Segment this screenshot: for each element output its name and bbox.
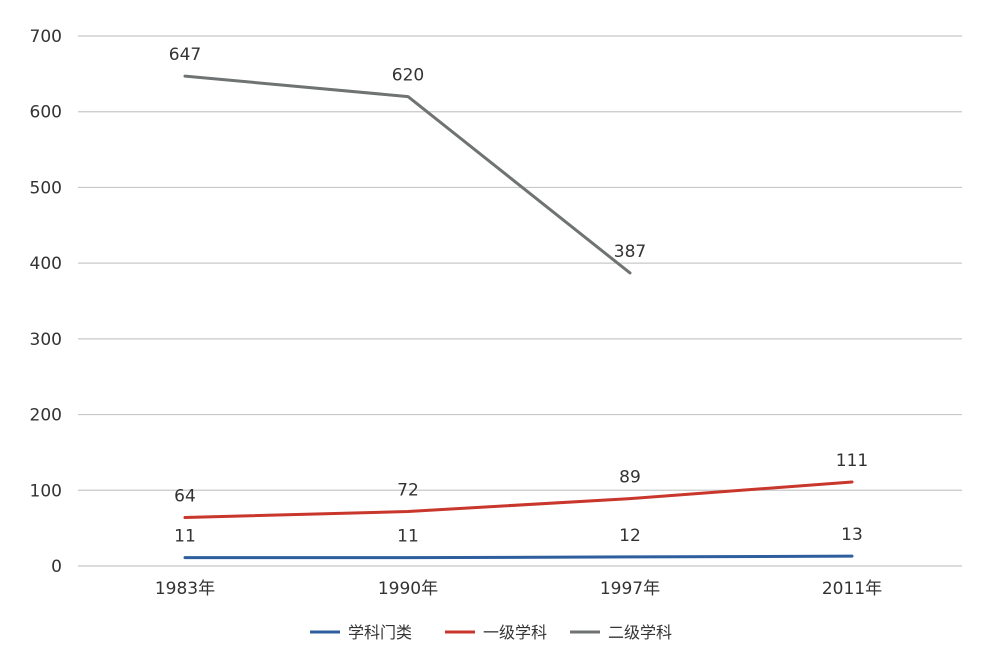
y-tick-label: 300	[30, 330, 62, 350]
series-lines	[183, 74, 854, 560]
series-line-2	[183, 74, 632, 275]
data-label: 12	[619, 526, 641, 546]
y-axis: 0 100 200 300 400 500 600 700	[30, 27, 62, 577]
data-label: 620	[392, 66, 424, 86]
x-tick-label: 1983年	[155, 579, 215, 599]
data-label: 89	[619, 468, 641, 488]
data-label: 13	[841, 525, 863, 545]
y-tick-label: 400	[30, 254, 62, 274]
legend-label: 二级学科	[608, 623, 672, 642]
data-labels: 11 11 12 13 64 72 89 111 647 620 387	[169, 45, 868, 547]
data-label: 11	[397, 527, 419, 547]
series-line-0	[183, 554, 854, 560]
data-label: 111	[836, 451, 868, 471]
x-tick-label: 1990年	[378, 579, 438, 599]
y-tick-label: 500	[30, 178, 62, 198]
y-tick-label: 100	[30, 481, 62, 501]
data-label: 64	[174, 487, 196, 507]
data-label: 387	[614, 242, 646, 262]
gridlines	[78, 35, 962, 567]
legend-label: 一级学科	[483, 623, 547, 642]
y-tick-label: 200	[30, 406, 62, 426]
legend-label: 学科门类	[348, 623, 412, 642]
y-tick-label: 600	[30, 103, 62, 123]
x-axis: 1983年 1990年 1997年 2011年	[155, 579, 882, 599]
y-tick-label: 700	[30, 27, 62, 47]
data-label: 11	[174, 527, 196, 547]
x-tick-label: 1997年	[600, 579, 660, 599]
data-label: 72	[397, 480, 419, 500]
y-tick-label: 0	[51, 557, 62, 577]
series-line-1	[183, 480, 854, 520]
data-label: 647	[169, 45, 201, 65]
x-tick-label: 2011年	[822, 579, 882, 599]
legend: 学科门类 一级学科 二级学科	[310, 623, 672, 642]
